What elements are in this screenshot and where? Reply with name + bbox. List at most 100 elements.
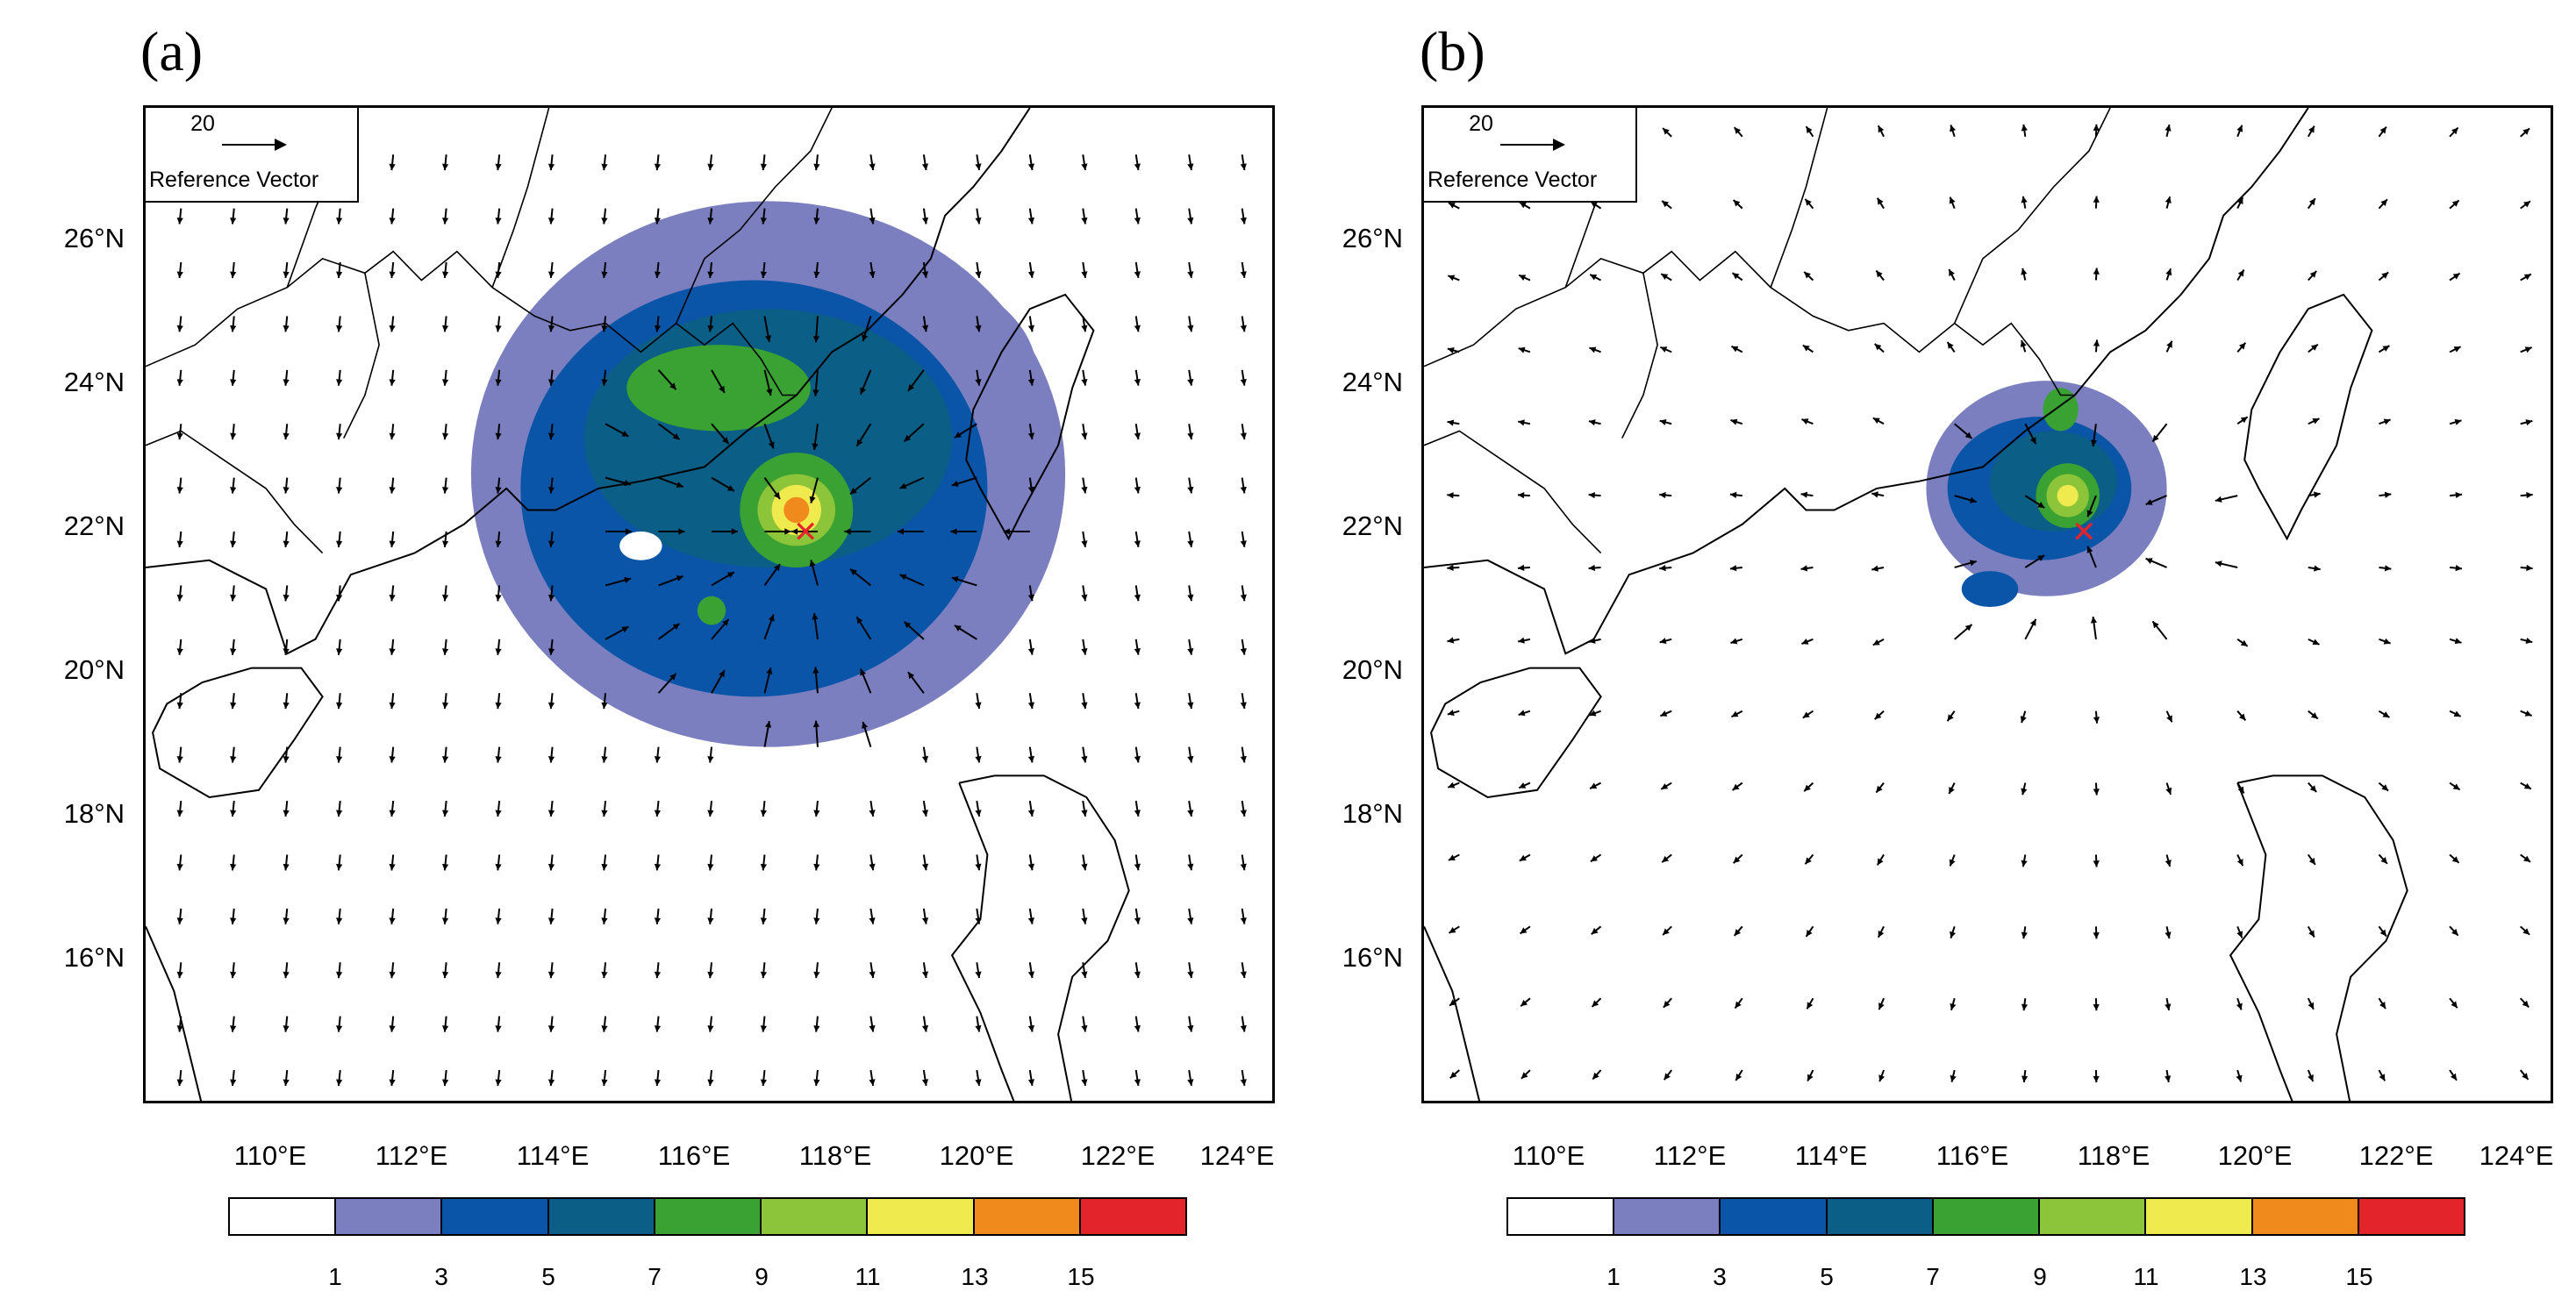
vietnam-coastline	[146, 925, 203, 1101]
wind-vector	[1240, 477, 1247, 494]
wind-head	[1240, 810, 1247, 817]
wind-head	[1659, 491, 1666, 499]
wind-head	[678, 528, 685, 535]
wind-vector	[1240, 800, 1247, 817]
wind-vector	[1134, 962, 1141, 979]
wind-head	[669, 673, 676, 681]
wind-vector	[2307, 125, 2315, 138]
wind-vector	[601, 369, 608, 386]
wind-head	[176, 325, 183, 332]
wind-vector	[921, 746, 929, 763]
wind-vector	[389, 585, 396, 602]
shade-level-2	[1961, 571, 2019, 607]
wind-head	[975, 1024, 982, 1032]
wind-head	[2086, 546, 2093, 553]
wind-vector	[1730, 345, 1743, 353]
wind-vector	[1950, 997, 1957, 1010]
wind-head	[495, 971, 502, 979]
wind-vector	[441, 369, 449, 386]
wind-head	[283, 971, 290, 979]
wind-vector	[547, 154, 555, 171]
wind-vector	[2379, 491, 2392, 498]
wind-vector	[1081, 800, 1088, 817]
wind-vector	[176, 208, 183, 225]
wind-head	[813, 1079, 820, 1086]
colorbar-box	[1721, 1199, 1828, 1234]
wind-vector	[441, 854, 449, 871]
wind-vector	[711, 423, 730, 445]
wind-head	[230, 702, 237, 710]
wind-vector	[2145, 557, 2167, 568]
wind-vector	[230, 693, 237, 710]
wind-head	[336, 271, 343, 278]
luzon-coastline	[2229, 774, 2408, 1101]
wind-head	[1969, 560, 1977, 567]
wind-head	[1878, 930, 1885, 938]
wind-head	[2310, 344, 2318, 351]
wind-vector	[1877, 925, 1885, 938]
colorbar-tick: 15	[2345, 1263, 2373, 1290]
wind-vector	[763, 423, 775, 449]
wind-head	[2451, 856, 2459, 863]
wind-vector	[1660, 781, 1672, 790]
wind-head	[907, 672, 915, 680]
wind-vector	[1134, 154, 1141, 171]
wind-head	[760, 271, 767, 278]
wind-vector	[1448, 853, 1460, 861]
map-canvas: ✕	[1424, 108, 2533, 1101]
wind-vector	[2519, 997, 2530, 1009]
wind-vector	[230, 316, 237, 332]
wind-head	[951, 480, 959, 487]
wind-head	[601, 863, 608, 871]
colorbar-box	[2358, 1199, 2464, 1234]
wind-head	[1134, 486, 1141, 494]
wind-vector	[2165, 124, 2172, 137]
wind-vector	[1591, 925, 1602, 935]
wind-vector	[230, 585, 237, 602]
wind-head	[2090, 439, 2098, 447]
wind-head	[2093, 860, 2100, 867]
colorbar-tick: 7	[648, 1263, 662, 1290]
wind-vector	[1588, 564, 1601, 572]
wind-vector	[711, 669, 726, 694]
wind-head	[389, 218, 396, 225]
wind-vector	[791, 528, 818, 535]
wind-head	[1521, 1072, 1528, 1079]
wind-vector	[1187, 424, 1194, 440]
wind-vector	[176, 477, 183, 494]
wind-head	[601, 1079, 608, 1086]
wind-vector	[2520, 491, 2533, 499]
wind-vector	[601, 316, 608, 332]
wind-vector	[1661, 200, 1672, 210]
wind-head	[954, 625, 962, 632]
wind-vector	[1659, 491, 1672, 499]
colorbar-tick: 7	[1926, 1263, 1940, 1290]
wind-head	[283, 756, 290, 763]
wind-vector	[1802, 344, 1814, 353]
wind-vector	[176, 424, 183, 440]
wind-head	[1517, 564, 1525, 572]
wind-vector	[1954, 560, 1977, 568]
wind-vector	[1949, 854, 1956, 867]
wind-head	[1518, 419, 1525, 426]
wind-vector	[336, 854, 343, 871]
wind-vector	[1518, 781, 1531, 789]
wind-vector	[1081, 908, 1088, 924]
wind-vector	[760, 854, 767, 871]
wind-vector	[283, 908, 290, 924]
wind-vector	[1659, 564, 1672, 572]
wind-vector	[1240, 639, 1247, 655]
wind-head	[2451, 200, 2459, 207]
wind-vector	[1805, 125, 1814, 138]
wind-vector	[601, 962, 608, 979]
wind-head	[1027, 1079, 1035, 1086]
wind-head	[2382, 711, 2390, 717]
wind-head	[441, 863, 449, 871]
wind-vector	[951, 576, 977, 587]
wind-head	[441, 540, 449, 547]
wind-vector	[601, 746, 608, 763]
wind-vector	[2021, 268, 2028, 281]
wind-vector	[1134, 1069, 1141, 1087]
wind-head	[2314, 491, 2321, 498]
wind-vector	[654, 854, 662, 871]
